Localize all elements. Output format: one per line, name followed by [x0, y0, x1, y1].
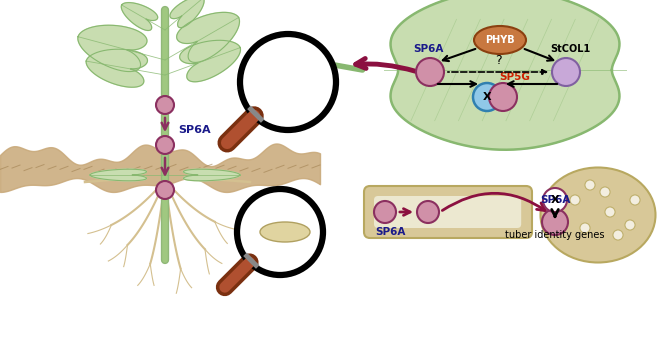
Polygon shape: [391, 0, 620, 150]
Polygon shape: [170, 0, 204, 28]
Polygon shape: [90, 169, 147, 181]
Circle shape: [570, 195, 580, 205]
Polygon shape: [121, 3, 158, 31]
Circle shape: [489, 83, 517, 111]
Circle shape: [237, 189, 323, 275]
FancyBboxPatch shape: [374, 196, 521, 228]
Circle shape: [552, 58, 580, 86]
Circle shape: [374, 201, 396, 223]
Circle shape: [240, 34, 336, 130]
Polygon shape: [180, 40, 240, 82]
Circle shape: [585, 180, 595, 190]
Ellipse shape: [474, 26, 526, 54]
Circle shape: [630, 195, 640, 205]
Text: SP6A: SP6A: [412, 44, 443, 54]
Ellipse shape: [541, 168, 655, 262]
Circle shape: [625, 220, 635, 230]
Text: SP6A: SP6A: [375, 227, 405, 237]
Circle shape: [543, 188, 567, 212]
Circle shape: [600, 187, 610, 197]
Polygon shape: [183, 169, 240, 181]
Text: SP6A: SP6A: [178, 125, 211, 135]
FancyBboxPatch shape: [364, 186, 532, 238]
Text: SP6A: SP6A: [540, 195, 570, 205]
Circle shape: [613, 230, 623, 240]
Text: X: X: [550, 195, 559, 205]
Circle shape: [156, 96, 174, 114]
Circle shape: [156, 136, 174, 154]
Circle shape: [416, 58, 444, 86]
Text: PHYB: PHYB: [485, 35, 515, 45]
Text: StCOL1: StCOL1: [550, 44, 590, 54]
Text: SP5G: SP5G: [500, 72, 531, 82]
Circle shape: [156, 181, 174, 199]
Text: tuber identity genes: tuber identity genes: [506, 230, 605, 240]
Ellipse shape: [260, 222, 310, 242]
Circle shape: [580, 223, 590, 233]
Circle shape: [473, 83, 501, 111]
Polygon shape: [177, 12, 240, 63]
Circle shape: [605, 207, 615, 217]
Polygon shape: [78, 25, 147, 72]
Circle shape: [417, 201, 439, 223]
Text: ?: ?: [495, 53, 502, 67]
Text: X: X: [482, 92, 491, 102]
Polygon shape: [86, 49, 147, 87]
Circle shape: [542, 209, 568, 235]
